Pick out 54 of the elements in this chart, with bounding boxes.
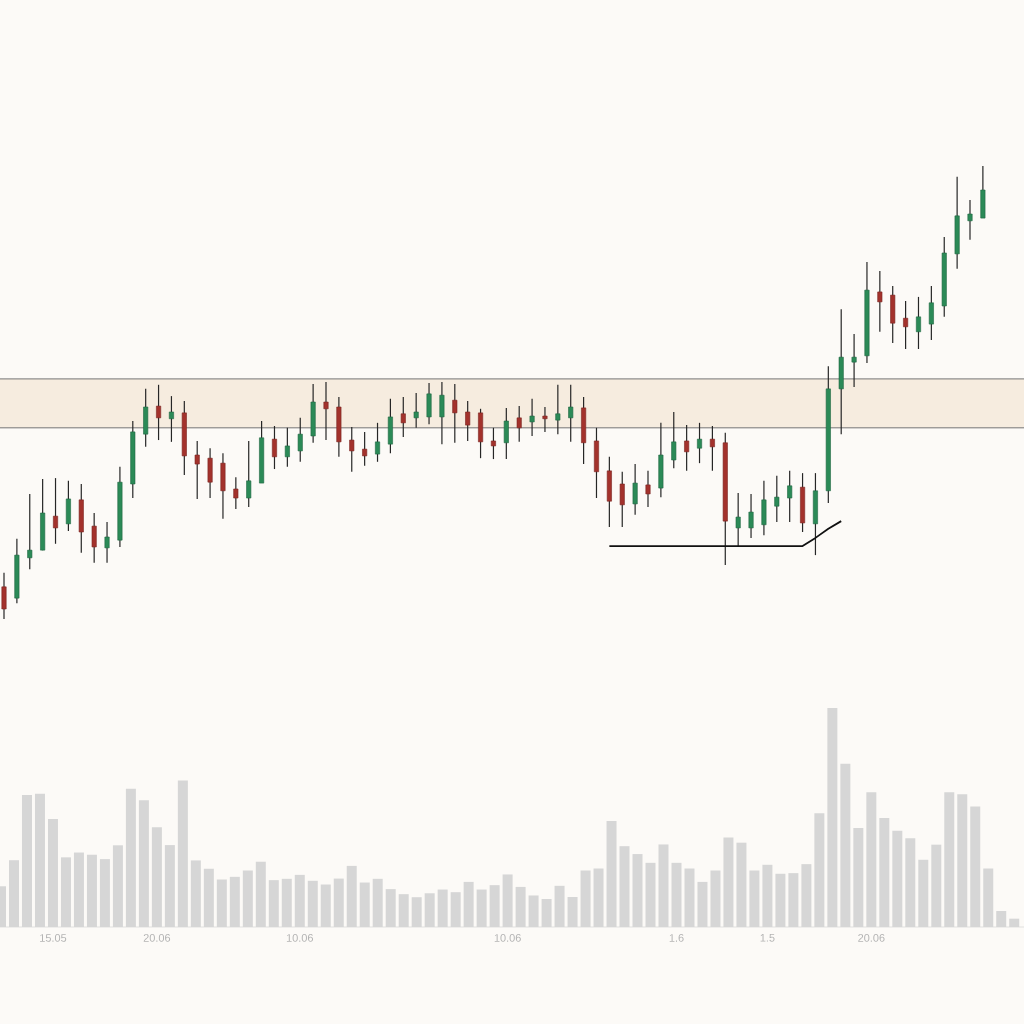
candlestick: [516, 405, 522, 443]
candlestick: [542, 406, 548, 433]
x-tick-label: 10.06: [286, 934, 314, 942]
candlestick: [362, 431, 368, 467]
candlestick: [426, 382, 432, 425]
candlestick: [104, 521, 110, 564]
candlestick: [555, 384, 561, 435]
x-tick-label: 1.5: [760, 934, 775, 942]
candlestick: [632, 463, 638, 516]
candlestick: [271, 425, 277, 470]
candlestick: [194, 440, 200, 500]
candlestick: [1, 572, 7, 620]
candlestick: [284, 427, 290, 468]
candlestick: [53, 477, 59, 545]
candlestick: [400, 396, 406, 438]
candlestick: [568, 384, 574, 443]
candlestick: [233, 476, 239, 510]
candlestick: [774, 475, 780, 523]
candlestick: [735, 492, 741, 548]
candlestick: [439, 381, 445, 445]
candlestick: [928, 285, 934, 341]
candlestick: [91, 512, 97, 564]
candlestick: [529, 398, 535, 437]
candlestick: [503, 407, 509, 460]
candlestick: [851, 333, 857, 388]
x-tick-label: 20.06: [143, 934, 171, 942]
candlestick: [903, 300, 909, 350]
candlestick: [645, 470, 651, 508]
x-tick-label: 1.6: [669, 934, 684, 942]
candlestick: [490, 427, 496, 460]
candlestick: [297, 417, 303, 463]
candlestick: [787, 470, 793, 523]
candlestick: [619, 471, 625, 528]
candlestick: [967, 199, 973, 241]
candlestick: [684, 424, 690, 472]
candlestick: [413, 392, 419, 429]
candlestick: [246, 440, 252, 508]
candlestick: [452, 383, 458, 444]
candlestick: [465, 400, 471, 442]
candlestick: [375, 422, 381, 463]
candlestick: [323, 381, 329, 441]
x-tick-label: 20.06: [858, 934, 885, 942]
candlestick: [671, 411, 677, 469]
candlestick: [168, 395, 174, 443]
candlestick: [156, 384, 162, 441]
candlestick: [27, 493, 33, 570]
candlestick: [697, 422, 703, 464]
candlestick: [349, 426, 355, 473]
candlestick: [709, 425, 715, 472]
candlestick: [915, 296, 921, 350]
x-tick-label: 15.05: [40, 934, 67, 942]
candlestick: [748, 493, 754, 539]
candlestick: [877, 270, 883, 333]
x-tick-label: 10.06: [494, 934, 521, 942]
